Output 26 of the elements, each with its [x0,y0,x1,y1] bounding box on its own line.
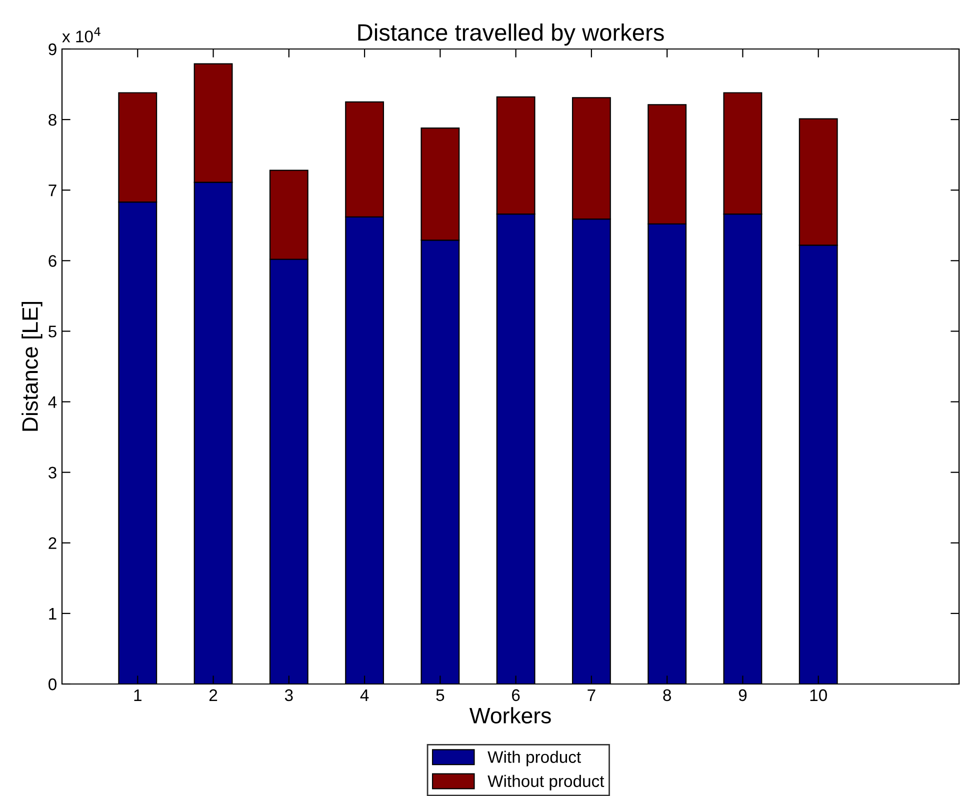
y-tick-label: 1 [49,608,56,620]
x-tick-label: 4 [360,689,369,701]
y-tick-label: 7 [48,184,56,196]
x-tick-label: 8 [663,689,671,702]
x-tick-label: 9 [738,689,747,702]
y-tick-label: 5 [48,326,56,338]
x-tick-label: 3 [284,689,293,702]
x-tick-label: 6 [512,689,520,702]
x-tick-label: 10 [810,689,827,702]
y-tick-label: 8 [48,114,56,126]
x-axis-title: Workers [469,707,551,724]
y-tick-label: 0 [48,678,56,690]
y-tick-label: 9 [48,43,56,56]
x-tick-label: 7 [588,689,596,701]
legend-label: With product [488,750,581,766]
legend-label: Without product [488,774,604,790]
x-tick-label: 1 [134,689,142,701]
y-tick-label: 6 [48,255,56,267]
chart-title: Distance travelled by workers [358,24,664,46]
y-axis-title: Distance [LE] [22,302,42,431]
x-tick-label: 5 [436,689,444,702]
text: x 10$^{4}$ [62,27,100,42]
y-tick-label: 2 [48,537,56,549]
y-tick-label: 4 [48,396,57,408]
y-tick-label: 3 [48,466,56,479]
x-tick-label: 2 [209,689,218,701]
